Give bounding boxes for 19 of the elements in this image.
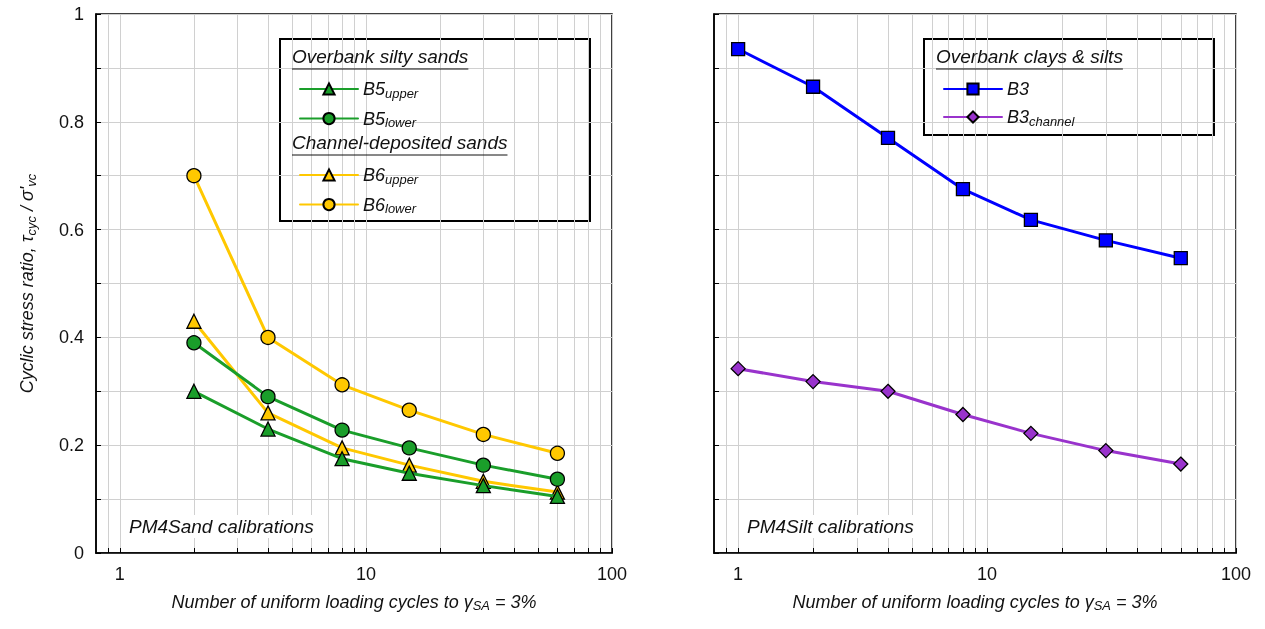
x-tick-label: 10: [355, 564, 376, 584]
x-tick-label: 10: [977, 564, 998, 584]
annotation: PM4Sand calibrations: [129, 516, 315, 537]
y-tick-label: 0: [73, 543, 84, 563]
y-tick-label: 0.2: [58, 435, 84, 456]
x-tick-label: 1: [733, 564, 744, 584]
y-tick-label: 0.6: [58, 219, 84, 240]
x-tick-label: 100: [1220, 564, 1252, 584]
y-axis-title: Cyclic stress ratio, τcyc / σ'vc: [17, 173, 39, 394]
x-tick-label: 1: [114, 564, 125, 584]
x-tick-label: 100: [596, 564, 628, 584]
y-tick-label: 1: [73, 4, 84, 24]
y-tick-label: 0.8: [58, 111, 84, 132]
annotation: Overbank silty sands: [292, 46, 469, 67]
annotation: Overbank clays & silts: [936, 46, 1124, 67]
legend-label: B3: [1007, 79, 1030, 99]
annotation: Channel-deposited sands: [292, 132, 508, 153]
y-tick-label: 0.4: [58, 327, 84, 348]
annotation: PM4Silt calibrations: [747, 516, 915, 537]
